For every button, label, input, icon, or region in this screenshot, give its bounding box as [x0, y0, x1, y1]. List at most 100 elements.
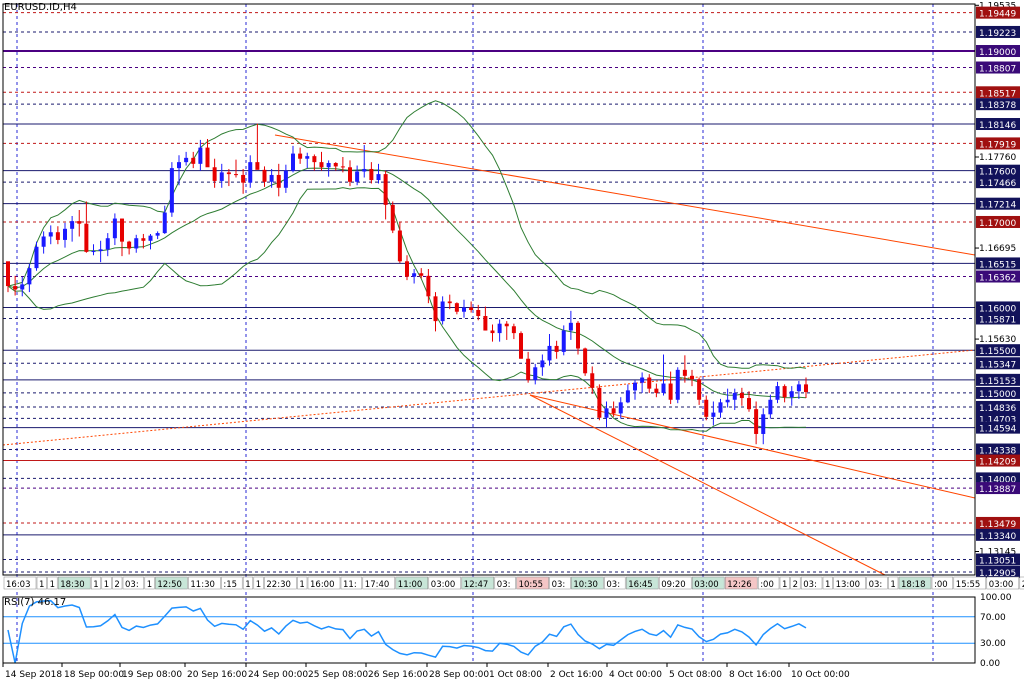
candle-body-19: [141, 238, 146, 241]
time-strip-box-14: [264, 576, 297, 590]
candle-body-9: [70, 221, 75, 229]
time-strip-label-26: 03:: [606, 580, 620, 590]
time-strip-label-21: 12:47: [464, 580, 489, 590]
time-strip-box-19: [395, 576, 429, 590]
trend-line-resistance: [274, 134, 976, 256]
time-strip-box-22: [494, 576, 516, 590]
rsi-panel-frame: [2, 596, 976, 664]
candle-body-111: [796, 384, 801, 392]
time-strip-box-33: [790, 576, 801, 590]
candle-body-84: [604, 408, 609, 418]
time-strip-label-14: 22:30: [266, 580, 291, 590]
time-label-13: 10 Oct 00:00: [791, 670, 850, 680]
time-strip-box-29: [691, 576, 725, 590]
time-label-8: 1 Oct 08:00: [489, 670, 542, 680]
rsi-tick-label-1: 70.00: [980, 613, 1006, 623]
candle-body-52: [376, 174, 381, 181]
time-strip-label-39: 18:18: [901, 580, 926, 590]
candle-body-100: [718, 402, 723, 413]
rsi-panel[interactable]: 100.00 70.00 30.00 0.00: [3, 593, 1012, 669]
time-strip-label-32: 1: [782, 580, 787, 590]
price-label-32: 1.13340: [979, 532, 1016, 542]
candle-body-75: [540, 360, 545, 368]
candle-body-57: [412, 273, 417, 277]
price-label-box-23: [976, 386, 1020, 399]
price-label-box-4: [976, 61, 1020, 74]
time-strip-box-18: [362, 576, 396, 590]
price-label-22: 1.15153: [979, 377, 1016, 387]
candle-body-13: [98, 249, 103, 252]
candle-body-8: [63, 228, 67, 240]
candle-body-64: [462, 307, 466, 312]
candle-body-4: [34, 246, 39, 269]
price-tick-label-9: 1.17760: [979, 153, 1016, 163]
candle-body-14: [105, 238, 110, 250]
time-strip-label-6: 2: [114, 580, 119, 590]
time-strip-box-27: [625, 576, 659, 590]
time-strip-box-26: [604, 576, 626, 590]
time-strip-label-0: 16:03: [6, 580, 31, 590]
candle-body-42: [305, 156, 310, 159]
candle-body-2: [20, 284, 25, 290]
price-tick-label-0: 1.19535: [979, 1, 1016, 11]
time-strip-box-32: [779, 576, 790, 590]
price-label-10: 1.17600: [979, 168, 1016, 178]
time-strip-label-38: 1: [890, 580, 895, 590]
candle-body-98: [704, 399, 709, 417]
candle-body-62: [447, 301, 452, 304]
time-strip-box-15: [297, 576, 308, 590]
candle-body-39: [283, 170, 288, 188]
candle-body-80: [576, 322, 580, 349]
candle-body-47: [340, 166, 345, 168]
time-strip-box-43: [1019, 576, 1024, 590]
price-label-31: 1.13479: [979, 520, 1016, 530]
time-label-0: 14 Sep 2018: [5, 670, 62, 680]
time-strip-box-38: [888, 576, 899, 590]
price-label-18: 1.15871: [979, 315, 1016, 325]
candle-body-95: [682, 369, 687, 376]
time-strip-label-19: 11:00: [398, 580, 423, 590]
time-strip-label-41: 15:55: [956, 580, 981, 590]
candle-body-10: [77, 221, 82, 224]
candle-body-110: [789, 391, 794, 398]
time-strip-box-11: [221, 576, 243, 590]
candle-body-87: [625, 390, 630, 403]
candle-body-101: [725, 399, 730, 403]
candle-body-66: [476, 310, 481, 316]
candle-body-78: [561, 330, 566, 352]
time-strip-label-4: 1: [93, 580, 98, 590]
candle-body-5: [41, 236, 46, 247]
candlesticks[interactable]: [6, 123, 808, 445]
candle-body-38: [276, 174, 281, 188]
candle-body-106: [761, 414, 766, 434]
candle-body-6: [48, 232, 53, 237]
price-label-8: 1.17919: [979, 140, 1016, 150]
candle-body-12: [91, 251, 96, 253]
candle-body-103: [739, 392, 744, 399]
candle-body-16: [120, 218, 124, 242]
candle-body-40: [291, 153, 295, 171]
price-label-box-27: [976, 443, 1020, 456]
candle-body-28: [205, 147, 210, 168]
candle-body-67: [483, 315, 488, 331]
candle-body-15: [112, 218, 117, 239]
candle-body-104: [747, 398, 751, 410]
candle-body-27: [198, 147, 203, 164]
time-strip-box-42: [986, 576, 1020, 590]
time-strip-label-27: 16:45: [628, 580, 653, 590]
price-label-6: 1.18378: [979, 101, 1016, 111]
time-strip-label-43: 20: [1022, 580, 1024, 590]
candle-body-105: [754, 409, 759, 434]
rsi-line: [7, 599, 807, 664]
time-label-1: 18 Sep 00:00: [64, 670, 124, 680]
trend-line-support: [2, 349, 976, 446]
time-strip-box-31: [757, 576, 780, 590]
candle-body-34: [248, 162, 253, 183]
time-strip-box-25: [571, 576, 604, 590]
symbol-title: EURUSD.ID,H4: [4, 2, 77, 13]
price-label-16: 1.16362: [979, 274, 1016, 284]
candle-body-76: [547, 345, 552, 361]
time-strip-box-6: [112, 576, 123, 590]
